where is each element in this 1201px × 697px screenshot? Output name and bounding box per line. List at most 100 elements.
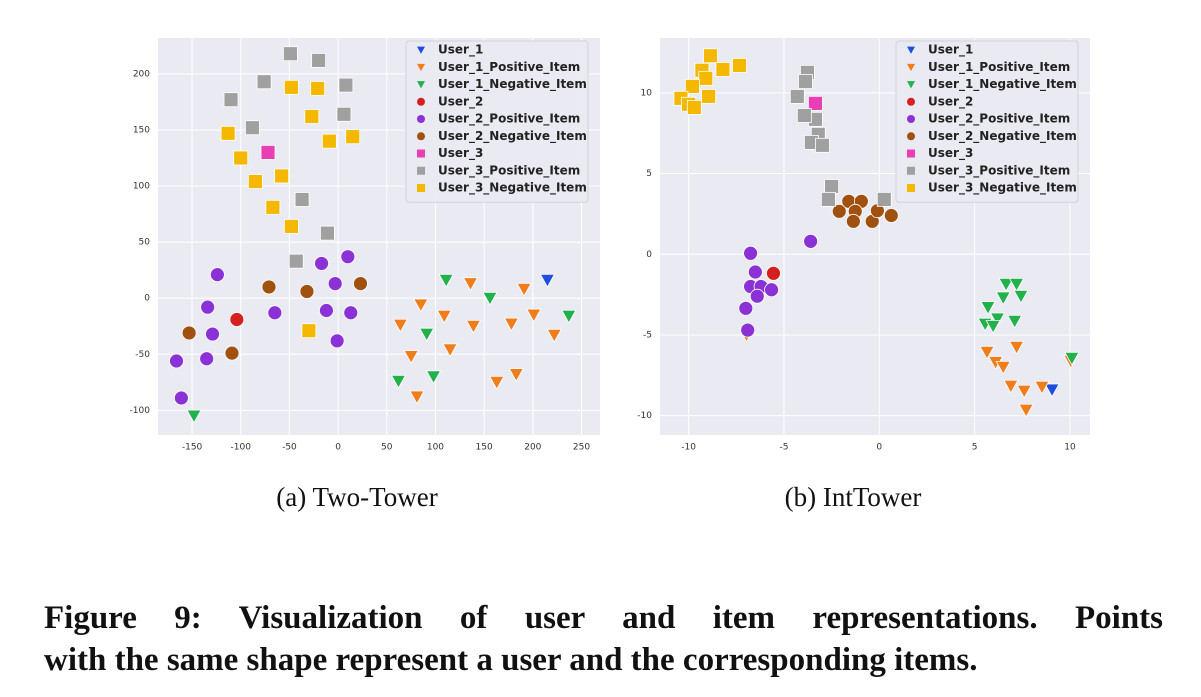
point [283, 219, 299, 234]
point [409, 390, 425, 405]
point [209, 267, 225, 283]
point [442, 343, 458, 358]
legend-marker [907, 149, 915, 158]
point [685, 79, 700, 94]
y-tick-label: 10 [641, 88, 653, 98]
point [820, 191, 836, 207]
point [403, 350, 419, 365]
point [798, 74, 813, 89]
point [283, 46, 298, 62]
legend-label: User_3_Negative_Item [928, 181, 1077, 196]
legend-label: User_2 [928, 94, 973, 109]
point [715, 62, 731, 77]
legend-marker [907, 184, 915, 192]
point [516, 282, 532, 297]
point [738, 300, 754, 316]
x-tick-label: 10 [1064, 443, 1076, 453]
point [1016, 384, 1032, 399]
point [199, 351, 215, 367]
legend-marker [417, 46, 425, 54]
legend-label: User_3_Positive_Item [438, 163, 580, 178]
point [503, 317, 520, 332]
point [200, 299, 216, 315]
point [336, 106, 352, 122]
legend-marker [907, 132, 915, 141]
point [831, 203, 847, 219]
point [327, 276, 343, 292]
legend-marker [907, 46, 915, 54]
point [340, 249, 356, 265]
point [747, 264, 763, 280]
point [321, 133, 337, 149]
point [1006, 314, 1023, 329]
point [546, 328, 562, 343]
legend-label: User_3 [438, 146, 483, 161]
point [205, 326, 220, 342]
legend-label: User_1 [928, 43, 973, 58]
point [539, 273, 556, 288]
point [392, 318, 409, 333]
point [247, 174, 263, 189]
legend-marker [907, 115, 915, 123]
point [508, 368, 524, 382]
point [979, 345, 995, 360]
point [985, 319, 1001, 334]
point [489, 376, 505, 390]
point [224, 345, 240, 361]
x-tick-label: -50 [282, 443, 297, 453]
legend-marker [417, 166, 425, 175]
legend-label: User_1_Negative_Item [928, 77, 1077, 92]
x-tick-label: 100 [427, 443, 444, 453]
point [686, 99, 702, 115]
legend-label: User_2 [438, 94, 483, 109]
legend-label: User_3 [928, 146, 973, 161]
legend-marker [907, 97, 915, 106]
point [329, 333, 345, 349]
x-tick-label: 5 [972, 443, 978, 453]
point [310, 81, 326, 96]
legend-label: User_1_Positive_Item [928, 60, 1070, 75]
point [1018, 403, 1034, 418]
point [995, 291, 1011, 306]
x-tick-label: -100 [231, 443, 252, 453]
point [261, 279, 277, 295]
y-tick-label: 150 [133, 125, 150, 135]
point [1008, 277, 1025, 292]
legend-label: User_3_Positive_Item [928, 163, 1070, 178]
point [465, 319, 482, 334]
point [294, 192, 310, 207]
legend-label: User_2_Negative_Item [438, 129, 587, 144]
point [353, 276, 368, 292]
legend-label: User_2_Positive_Item [438, 112, 580, 127]
point [808, 95, 823, 111]
point [288, 253, 304, 269]
point [229, 312, 245, 327]
x-tick-label: -150 [182, 443, 203, 453]
x-tick-label: 0 [876, 443, 882, 453]
x-tick-label: 50 [381, 443, 393, 453]
point [698, 70, 714, 86]
legend-marker [417, 184, 425, 192]
point [319, 303, 334, 318]
point [220, 125, 236, 141]
point [1013, 289, 1029, 304]
point [233, 150, 249, 166]
legend-label: User_1_Negative_Item [438, 77, 587, 92]
point [274, 168, 290, 184]
point [1003, 379, 1019, 394]
point [419, 327, 435, 342]
legend-marker [417, 132, 425, 141]
point [260, 144, 276, 160]
y-tick-label: 0 [144, 294, 150, 304]
y-tick-label: 5 [646, 169, 652, 179]
legend-marker [417, 63, 425, 72]
x-tick-label: 200 [524, 443, 541, 453]
point [320, 225, 335, 241]
point [743, 245, 758, 261]
point [173, 390, 189, 406]
legend-label: User_1 [438, 43, 483, 58]
legend-label: User_1_Positive_Item [438, 60, 580, 75]
point [438, 273, 454, 288]
